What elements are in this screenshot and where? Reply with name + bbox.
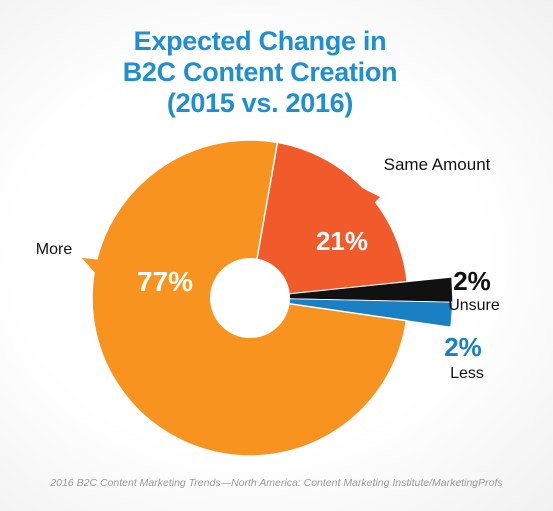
value-more: 77% [137, 266, 193, 297]
callout-pointer-more [82, 258, 122, 283]
chart-title-line-2: B2C Content Creation [122, 57, 398, 87]
callout-pointer-same-amount [346, 183, 380, 232]
value-unsure: 2% [453, 266, 491, 296]
chart-title: Expected Change in B2C Content Creation … [0, 26, 520, 119]
value-less: 2% [444, 332, 482, 362]
label-less: Less [450, 365, 484, 382]
donut-hole [210, 258, 290, 338]
value-same-amount: 21% [316, 226, 368, 256]
source-note: 2016 B2C Content Marketing Trends—North … [50, 477, 503, 489]
chart-title-line-1: Expected Change in [133, 26, 387, 56]
chart-title-line-3: (2015 vs. 2016) [166, 88, 354, 118]
label-unsure: Unsure [448, 297, 500, 314]
label-more: More [36, 241, 73, 258]
label-same-amount: Same Amount [384, 155, 491, 174]
